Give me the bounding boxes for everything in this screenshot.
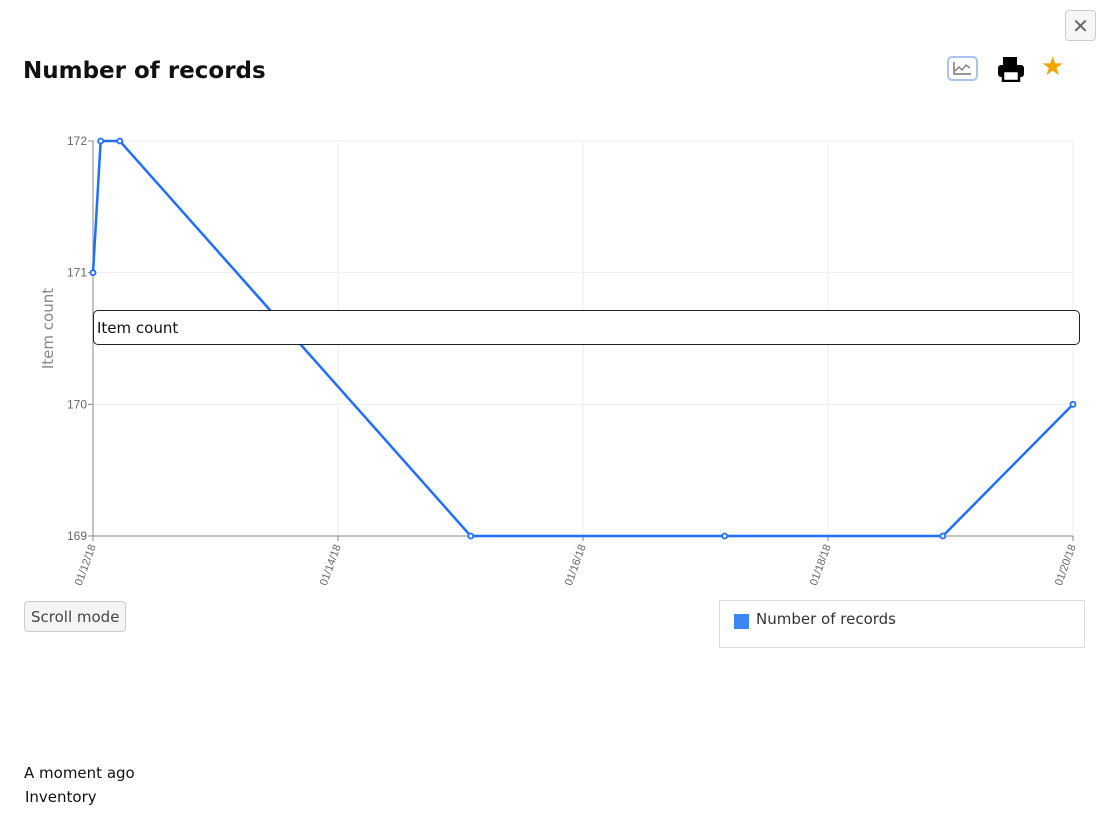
chart-type-button[interactable] xyxy=(947,56,978,81)
favorite-star-icon[interactable]: ★ xyxy=(1041,52,1065,82)
page-title: Number of records xyxy=(23,58,266,84)
x-tick-label: 01/14/18 xyxy=(318,543,344,587)
data-point xyxy=(1069,400,1077,408)
axis-label-edit-input[interactable] xyxy=(93,310,1080,345)
close-button[interactable]: ✕ xyxy=(1065,10,1096,41)
updated-time: A moment ago xyxy=(24,764,135,782)
line-chart-icon xyxy=(953,62,971,75)
data-point xyxy=(89,269,97,277)
y-axis-label: Item count xyxy=(39,288,57,369)
y-tick-label: 169 xyxy=(67,529,87,543)
data-point xyxy=(939,532,947,540)
line-chart: 169 170 171 172 01/12/18 01/14/18 01/16/18 01/1… xyxy=(39,134,1079,587)
print-icon xyxy=(998,57,1024,83)
chart-legend: Number of records xyxy=(719,600,1085,648)
data-point xyxy=(467,532,475,540)
print-button[interactable] xyxy=(997,56,1025,86)
x-tick-label: 01/16/18 xyxy=(563,543,589,587)
data-point xyxy=(721,532,729,540)
x-tick-label: 01/18/18 xyxy=(808,543,834,587)
data-point xyxy=(116,137,124,145)
x-tick-label: 01/12/18 xyxy=(73,543,99,587)
data-point xyxy=(97,137,105,145)
legend-label[interactable]: Number of records xyxy=(756,610,896,628)
y-tick-label: 171 xyxy=(67,266,87,280)
scroll-mode-button[interactable]: Scroll mode xyxy=(24,601,127,632)
y-tick-label: 172 xyxy=(67,134,87,148)
y-tick-label: 170 xyxy=(67,397,87,411)
x-tick-label: 01/20/18 xyxy=(1053,543,1079,587)
legend-swatch xyxy=(734,614,749,629)
data-source: Inventory xyxy=(25,788,97,806)
